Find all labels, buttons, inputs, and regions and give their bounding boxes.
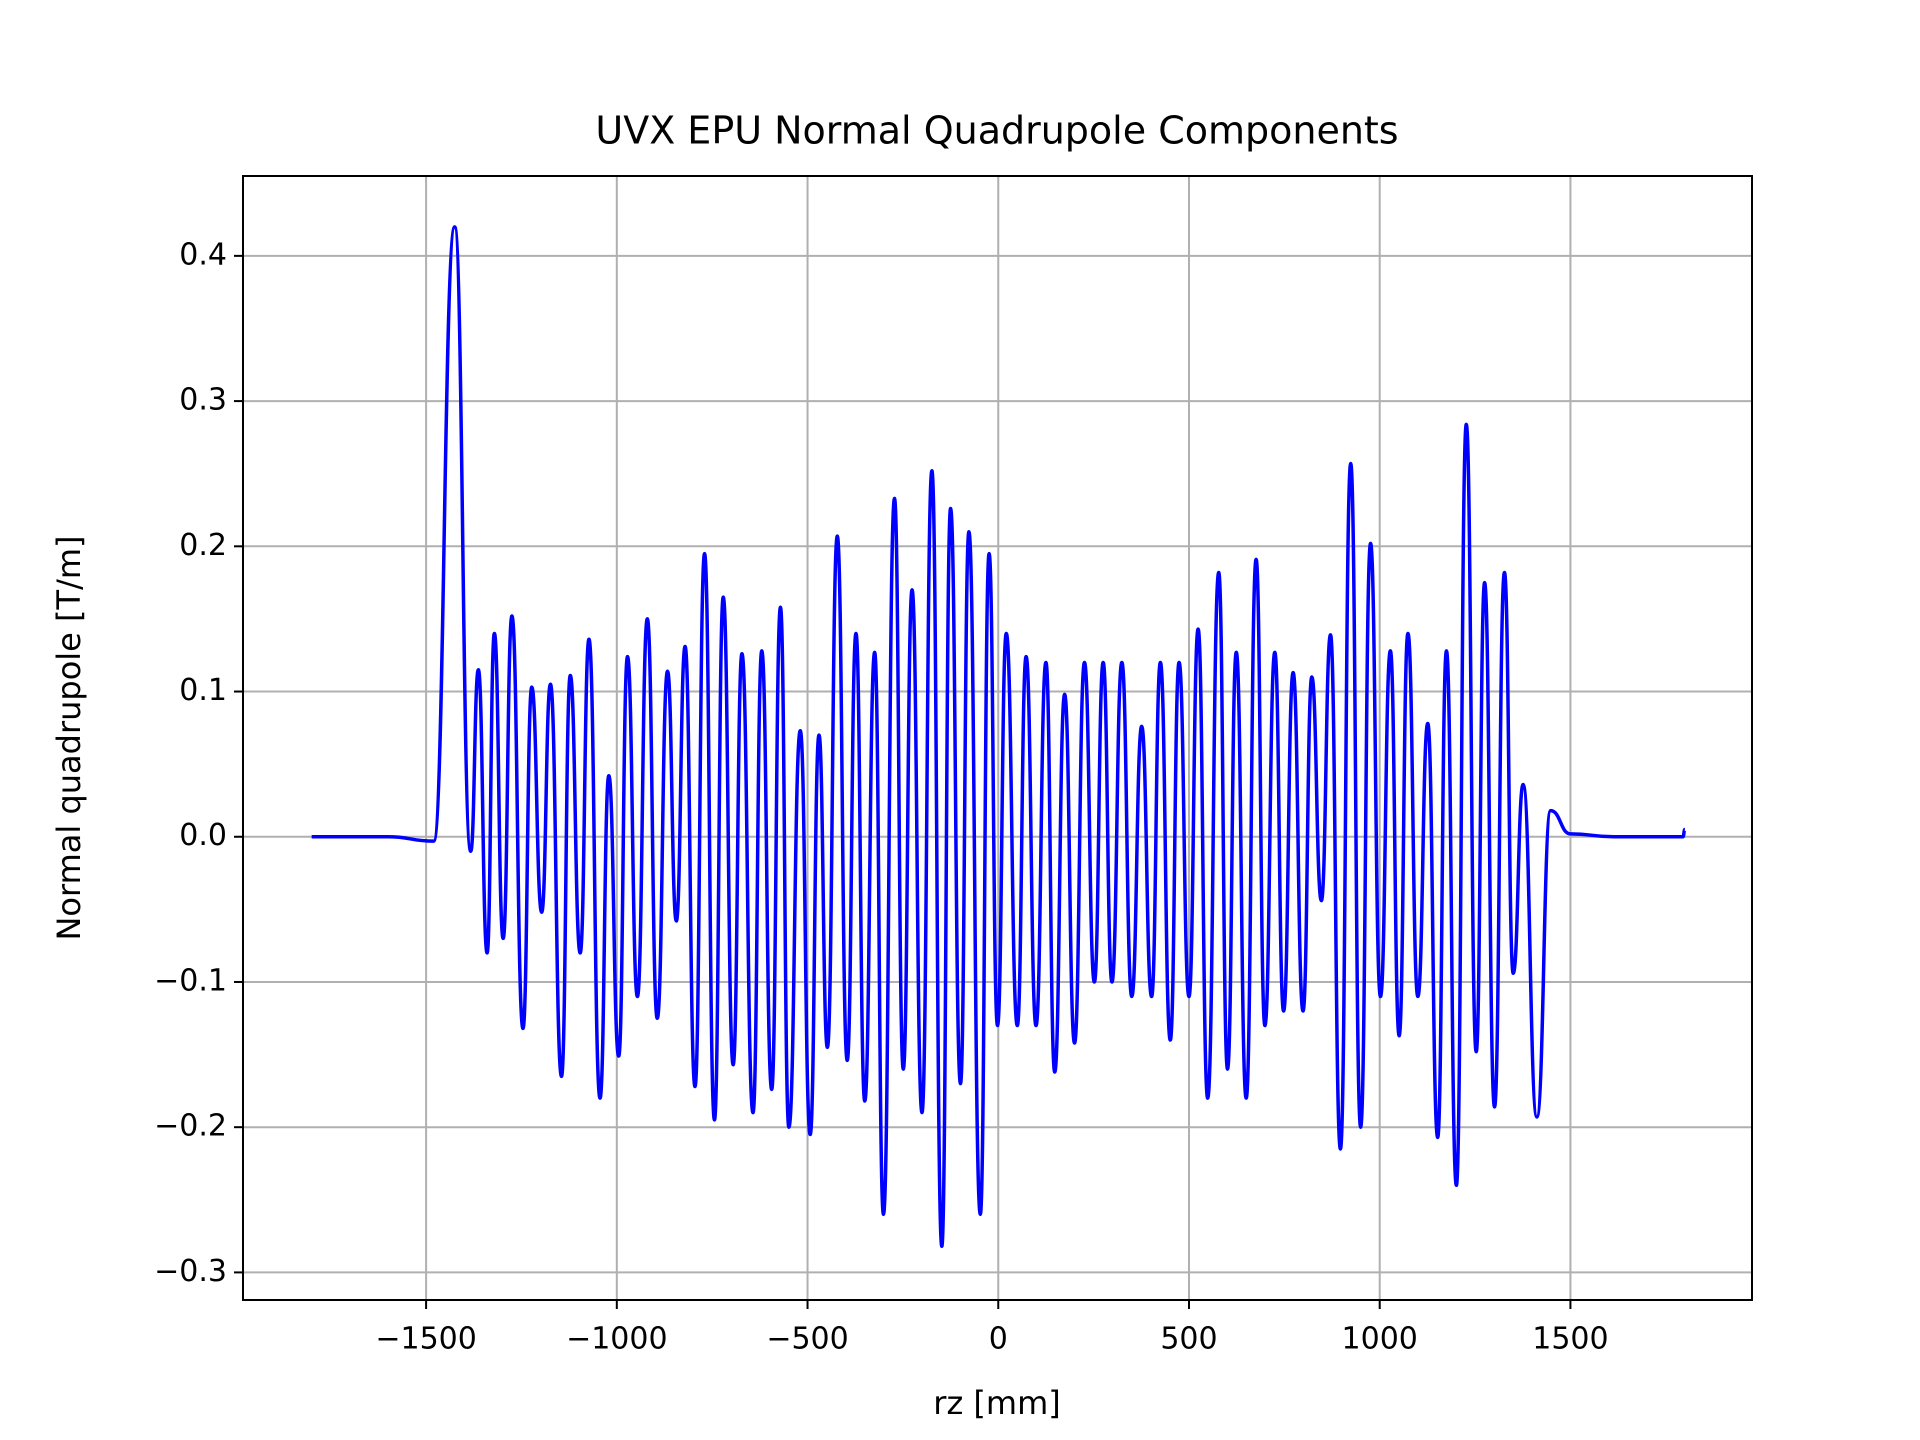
x-tick-label: 1500 (1532, 1322, 1608, 1357)
y-tick-label: −0.2 (154, 1109, 227, 1144)
y-tick-label: −0.1 (154, 963, 227, 998)
x-tick-label: −1000 (566, 1322, 667, 1357)
chart-title: UVX EPU Normal Quadrupole Components (595, 109, 1398, 153)
y-tick-label: 0.0 (179, 818, 227, 853)
x-tick-label: 1000 (1342, 1322, 1418, 1357)
x-tick-label: −500 (766, 1322, 848, 1357)
x-tick-label: −1500 (375, 1322, 476, 1357)
y-tick-label: 0.2 (179, 528, 227, 563)
y-tick-label: −0.3 (154, 1254, 227, 1289)
y-tick-label: 0.1 (179, 673, 227, 708)
y-tick-label: 0.4 (179, 237, 227, 272)
data-line (311, 225, 1687, 1249)
x-tick-label: 0 (989, 1322, 1008, 1357)
plot-frame (242, 175, 1753, 1301)
y-axis-label: Normal quadrupole [T/m] (50, 535, 88, 940)
x-tick-label: 500 (1160, 1322, 1217, 1357)
y-tick-label: 0.3 (179, 383, 227, 418)
x-axis-label: rz [mm] (933, 1384, 1060, 1422)
